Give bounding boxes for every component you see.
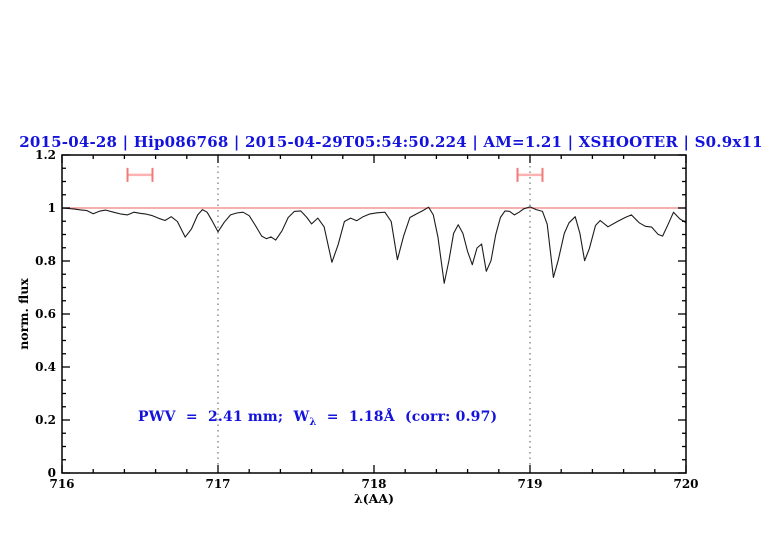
pwv-annotation-lead: PWV = 2.41 mm; W <box>138 409 310 425</box>
pwv-annotation: PWV = 2.41 mm; Wλ = 1.18Å (corr: 0.97) <box>138 409 497 428</box>
lambda-subscript: λ <box>309 416 317 428</box>
y-tick-label: 0.4 <box>35 360 56 374</box>
y-tick-label: 0.6 <box>35 307 56 321</box>
plot-title: 2015-04-28 | Hip086768 | 2015-04-29T05:5… <box>19 133 763 151</box>
x-tick-label: 718 <box>361 477 386 491</box>
x-tick-label: 719 <box>517 477 542 491</box>
y-tick-label: 0.2 <box>35 413 56 427</box>
pwv-annotation-tail: = 1.18Å (corr: 0.97) <box>316 409 498 425</box>
x-tick-label: 720 <box>673 477 698 491</box>
x-axis-title: λ(AA) <box>354 491 394 506</box>
spectrum-line <box>61 206 687 284</box>
y-tick-label: 1.2 <box>35 148 56 162</box>
y-tick-label: 1 <box>48 201 56 215</box>
x-tick-label: 716 <box>49 477 74 491</box>
x-tick-label: 717 <box>205 477 230 491</box>
y-tick-label: 0 <box>48 466 56 480</box>
y-tick-label: 0.8 <box>35 254 56 268</box>
